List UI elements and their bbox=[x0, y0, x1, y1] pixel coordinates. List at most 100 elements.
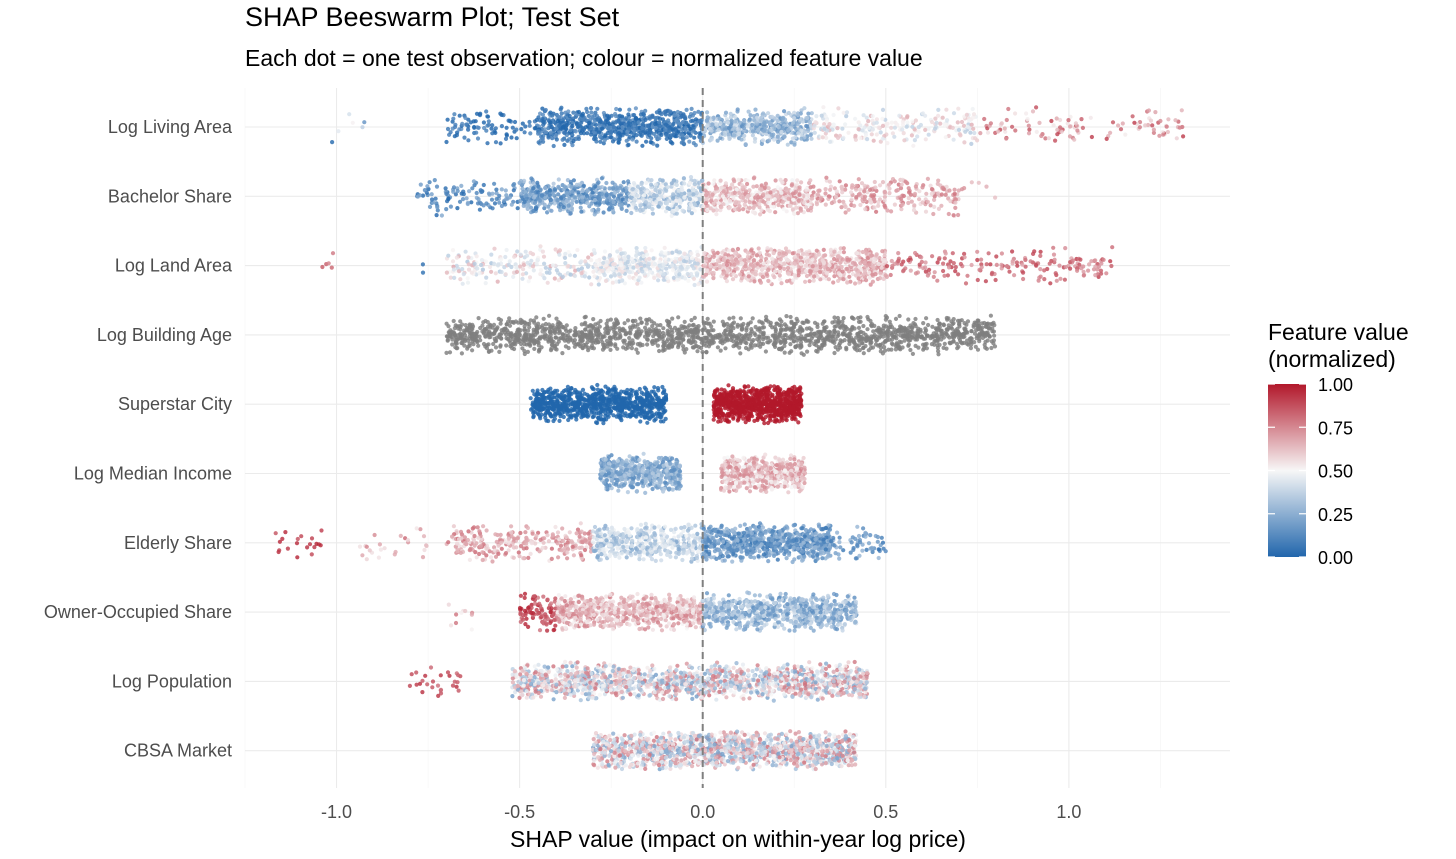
shap-point bbox=[943, 135, 948, 140]
shap-point bbox=[554, 126, 559, 131]
shap-point bbox=[718, 121, 723, 126]
shap-point bbox=[520, 272, 526, 277]
shap-point bbox=[550, 113, 555, 118]
shap-point bbox=[645, 189, 650, 194]
shap-point bbox=[854, 256, 859, 261]
shap-point bbox=[538, 268, 544, 273]
shap-point bbox=[649, 136, 654, 141]
shap-point bbox=[947, 188, 952, 193]
shap-point bbox=[522, 130, 527, 135]
shap-point bbox=[620, 251, 625, 256]
shap-point bbox=[880, 249, 885, 254]
shap-point bbox=[503, 272, 508, 277]
shap-point bbox=[1049, 118, 1054, 124]
shap-point bbox=[527, 119, 532, 125]
shap-point bbox=[882, 198, 887, 203]
shap-point bbox=[880, 136, 885, 141]
shap-point bbox=[661, 272, 666, 277]
shap-point bbox=[497, 200, 502, 205]
shap-point bbox=[912, 191, 918, 196]
shap-point bbox=[665, 185, 670, 190]
shap-point bbox=[996, 129, 1001, 134]
shap-point bbox=[582, 274, 588, 279]
shap-point bbox=[445, 117, 450, 122]
shap-point bbox=[640, 143, 645, 148]
shap-point bbox=[923, 137, 928, 142]
shap-point bbox=[1047, 261, 1052, 266]
shap-point bbox=[969, 122, 974, 127]
shap-point bbox=[901, 131, 906, 136]
shap-point bbox=[614, 106, 619, 112]
shap-point bbox=[1179, 108, 1184, 113]
shap-point bbox=[420, 262, 425, 267]
shap-point bbox=[558, 107, 563, 112]
shap-point bbox=[687, 197, 693, 202]
shap-point bbox=[494, 187, 499, 192]
shap-point bbox=[870, 127, 876, 132]
shap-point bbox=[913, 118, 919, 123]
shap-point bbox=[761, 261, 766, 266]
shap-point bbox=[491, 261, 497, 266]
shap-point bbox=[745, 250, 750, 255]
shap-point bbox=[526, 203, 531, 208]
shap-point bbox=[600, 268, 605, 274]
shap-point bbox=[942, 273, 947, 278]
shap-point bbox=[736, 131, 742, 136]
shap-point bbox=[580, 188, 585, 194]
shap-point bbox=[992, 333, 997, 338]
shap-point bbox=[662, 245, 667, 250]
shap-point bbox=[836, 106, 841, 111]
shap-point bbox=[1028, 259, 1033, 264]
shap-point bbox=[653, 187, 658, 192]
shap-point bbox=[711, 259, 716, 264]
shap-point bbox=[696, 282, 701, 287]
shap-point bbox=[1059, 129, 1064, 134]
shap-point bbox=[900, 127, 905, 132]
shap-point bbox=[439, 213, 444, 218]
shap-point bbox=[686, 191, 692, 196]
shap-point bbox=[657, 136, 662, 141]
shap-point bbox=[776, 139, 781, 144]
shap-point bbox=[682, 181, 687, 186]
shap-point bbox=[910, 124, 915, 129]
shap-point bbox=[612, 190, 618, 196]
shap-point bbox=[650, 211, 656, 216]
shap-point bbox=[617, 113, 623, 118]
shap-point bbox=[661, 262, 666, 267]
shap-point bbox=[604, 198, 610, 203]
shap-point bbox=[553, 247, 558, 252]
shap-point bbox=[606, 125, 611, 130]
shap-point bbox=[1164, 124, 1169, 129]
shap-point bbox=[562, 184, 568, 189]
shap-point bbox=[562, 255, 568, 260]
shap-point bbox=[1104, 136, 1109, 141]
shap-point bbox=[444, 270, 449, 275]
shap-point bbox=[923, 209, 929, 214]
shap-point bbox=[619, 262, 624, 268]
shap-point bbox=[905, 114, 910, 119]
shap-point bbox=[789, 140, 794, 145]
shap-point bbox=[692, 202, 698, 207]
shap-point bbox=[1153, 110, 1158, 115]
shap-point bbox=[956, 212, 961, 218]
shap-point bbox=[845, 257, 850, 262]
shap-point bbox=[971, 112, 977, 117]
shap-point bbox=[820, 135, 825, 140]
shap-point bbox=[493, 271, 498, 276]
shap-point bbox=[634, 139, 639, 144]
shap-point bbox=[738, 256, 744, 262]
shap-point bbox=[427, 180, 432, 185]
shap-point bbox=[474, 111, 480, 116]
shap-point bbox=[988, 121, 994, 126]
shap-point bbox=[489, 269, 494, 274]
shap-point bbox=[841, 250, 847, 255]
shap-point bbox=[733, 114, 738, 119]
shap-point bbox=[868, 253, 873, 258]
shap-point bbox=[999, 266, 1004, 271]
shap-point bbox=[634, 249, 640, 254]
shap-point bbox=[936, 257, 942, 262]
shap-point bbox=[561, 205, 566, 210]
shap-point bbox=[695, 253, 701, 258]
shap-point bbox=[601, 110, 607, 116]
shap-point bbox=[728, 111, 733, 116]
